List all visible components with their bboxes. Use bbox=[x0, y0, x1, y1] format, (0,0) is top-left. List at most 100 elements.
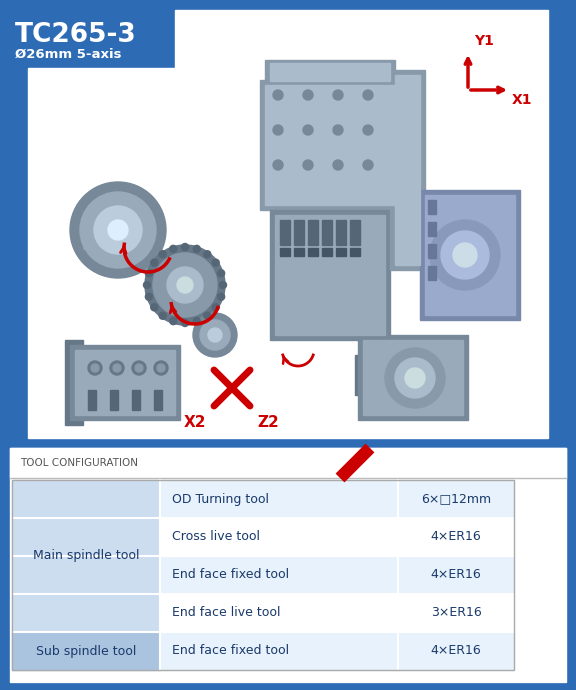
Bar bbox=[160, 632, 398, 670]
Circle shape bbox=[212, 304, 219, 310]
Text: End face live tool: End face live tool bbox=[172, 607, 281, 620]
Text: Z2: Z2 bbox=[257, 415, 279, 430]
Text: End face fixed tool: End face fixed tool bbox=[172, 569, 289, 582]
Circle shape bbox=[333, 125, 343, 135]
Text: 4×ER16: 4×ER16 bbox=[431, 569, 482, 582]
Bar bbox=[420, 190, 520, 320]
Bar bbox=[336, 220, 346, 245]
Text: 6×□12mm: 6×□12mm bbox=[421, 493, 491, 506]
Text: Y1: Y1 bbox=[474, 34, 494, 48]
Text: Main spindle tool: Main spindle tool bbox=[33, 549, 139, 562]
Bar bbox=[265, 60, 395, 85]
Circle shape bbox=[145, 245, 225, 325]
Circle shape bbox=[208, 328, 222, 342]
Text: TOOL CONFIGURATION: TOOL CONFIGURATION bbox=[20, 458, 138, 468]
Circle shape bbox=[132, 361, 146, 375]
Text: 4×ER16: 4×ER16 bbox=[431, 531, 482, 544]
Circle shape bbox=[395, 358, 435, 398]
Circle shape bbox=[204, 250, 211, 258]
Bar bbox=[132, 390, 140, 410]
Bar bbox=[398, 556, 514, 594]
Circle shape bbox=[88, 361, 102, 375]
Bar bbox=[83, 213, 117, 249]
Circle shape bbox=[453, 243, 477, 267]
Bar bbox=[428, 222, 436, 236]
Circle shape bbox=[154, 361, 168, 375]
Bar bbox=[280, 248, 290, 256]
Circle shape bbox=[219, 282, 226, 288]
Circle shape bbox=[108, 220, 128, 240]
Bar bbox=[88, 390, 96, 410]
Bar bbox=[358, 335, 468, 420]
Bar bbox=[10, 448, 566, 682]
Bar bbox=[10, 448, 566, 478]
Circle shape bbox=[303, 160, 313, 170]
Circle shape bbox=[218, 270, 225, 277]
Circle shape bbox=[145, 270, 153, 277]
Circle shape bbox=[303, 125, 313, 135]
Circle shape bbox=[363, 90, 373, 100]
Bar bbox=[308, 220, 318, 245]
Circle shape bbox=[193, 317, 200, 324]
Circle shape bbox=[113, 364, 121, 372]
Text: 4×ER16: 4×ER16 bbox=[431, 644, 482, 658]
Bar bbox=[12, 480, 160, 518]
Circle shape bbox=[385, 348, 445, 408]
Circle shape bbox=[218, 293, 225, 300]
Text: 3×ER16: 3×ER16 bbox=[431, 607, 482, 620]
Circle shape bbox=[143, 282, 150, 288]
Text: TC265-3: TC265-3 bbox=[15, 22, 137, 48]
Circle shape bbox=[159, 313, 166, 319]
Bar bbox=[322, 248, 332, 256]
Circle shape bbox=[273, 125, 283, 135]
Bar bbox=[398, 480, 514, 518]
Bar bbox=[65, 340, 83, 425]
Circle shape bbox=[151, 259, 158, 266]
Circle shape bbox=[333, 160, 343, 170]
Text: X1: X1 bbox=[512, 93, 532, 107]
Bar bbox=[270, 210, 390, 340]
Circle shape bbox=[167, 267, 203, 303]
Bar bbox=[270, 63, 390, 81]
Circle shape bbox=[363, 160, 373, 170]
Circle shape bbox=[405, 368, 425, 388]
Bar bbox=[398, 518, 514, 556]
Bar bbox=[275, 215, 385, 335]
Circle shape bbox=[153, 253, 217, 317]
Bar bbox=[160, 594, 398, 632]
Circle shape bbox=[170, 317, 177, 324]
Bar bbox=[336, 248, 346, 256]
Bar bbox=[398, 632, 514, 670]
Circle shape bbox=[157, 364, 165, 372]
Polygon shape bbox=[28, 10, 548, 438]
Bar bbox=[390, 70, 425, 270]
Bar bbox=[0, 684, 576, 690]
Bar bbox=[160, 518, 398, 556]
Circle shape bbox=[94, 206, 142, 254]
Text: End face fixed tool: End face fixed tool bbox=[172, 644, 289, 658]
Circle shape bbox=[70, 182, 166, 278]
Bar bbox=[395, 75, 420, 265]
Bar bbox=[110, 390, 118, 410]
Bar bbox=[12, 480, 514, 670]
Circle shape bbox=[151, 304, 158, 310]
Bar bbox=[70, 345, 180, 420]
Circle shape bbox=[91, 364, 99, 372]
Bar bbox=[308, 248, 318, 256]
Bar bbox=[12, 518, 160, 556]
Bar bbox=[425, 195, 515, 315]
Circle shape bbox=[110, 361, 124, 375]
Bar bbox=[12, 632, 160, 670]
Text: X2: X2 bbox=[184, 415, 206, 430]
Text: Sub spindle tool: Sub spindle tool bbox=[36, 644, 136, 658]
Circle shape bbox=[200, 320, 230, 350]
Circle shape bbox=[145, 293, 153, 300]
Bar bbox=[398, 594, 514, 632]
Circle shape bbox=[181, 244, 188, 250]
Circle shape bbox=[193, 313, 237, 357]
Circle shape bbox=[430, 220, 500, 290]
Bar bbox=[160, 480, 398, 518]
Bar bbox=[260, 80, 410, 210]
Text: Ø26mm 5-axis: Ø26mm 5-axis bbox=[15, 48, 122, 61]
Circle shape bbox=[212, 259, 219, 266]
